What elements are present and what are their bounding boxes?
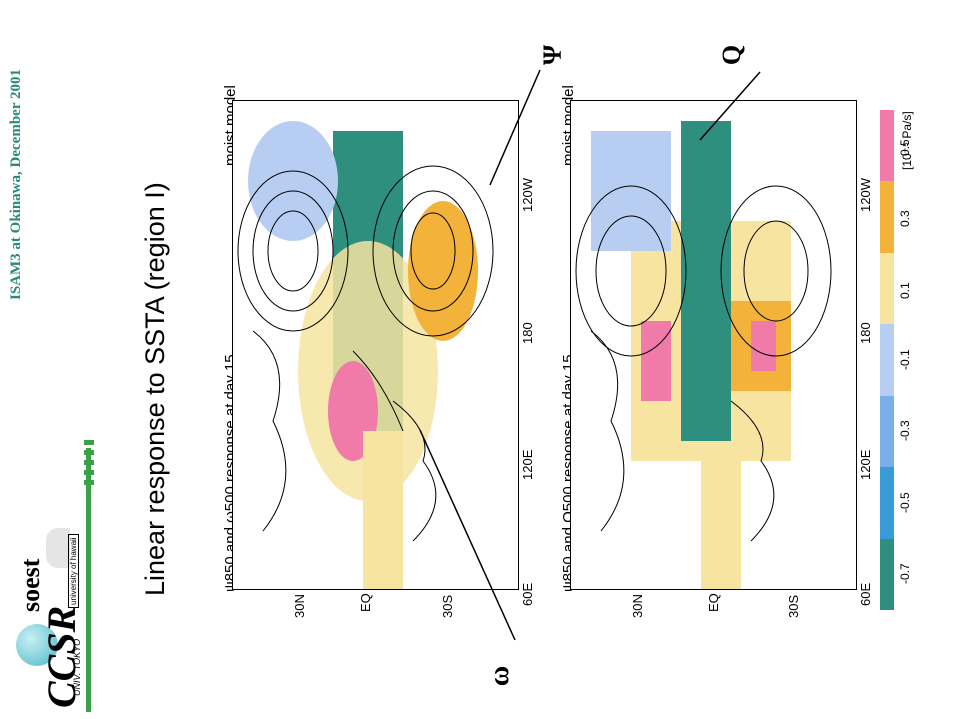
colorbar (880, 110, 894, 610)
colorbar-segment (880, 395, 894, 468)
colorbar-label: -0.1 (898, 349, 912, 370)
panel1-xtick-60e: 60E (520, 582, 535, 606)
panel2-xtick-120w: 120W (858, 178, 873, 212)
panel2-xtick-180: 180 (858, 322, 873, 344)
panel1-map-svg (237, 121, 494, 589)
colorbar-label: -0.7 (898, 563, 912, 585)
panel2-coastlines (590, 330, 775, 542)
panel2-eq-band (701, 441, 741, 589)
panel2-ytick-30s: 30S (786, 594, 801, 618)
wave-icon (46, 528, 70, 568)
panel2-cooling-band (681, 121, 731, 441)
header-text: ISAM3 at Okinawa, December 2001 (8, 69, 24, 300)
colorbar-segment (880, 252, 894, 325)
soest-logo-subtext: university of hawaii (68, 534, 79, 608)
omega-callout-label: ω (484, 665, 516, 687)
panel1-xtick-180: 180 (520, 322, 535, 344)
soest-logo-text: soest (16, 558, 45, 612)
panel1-eq-band (363, 431, 403, 589)
colorbar-segment (880, 324, 894, 396)
panel1-xtick-120e: 120E (520, 449, 535, 480)
panel2-psi-contours (575, 185, 832, 357)
panel2-map-svg (571, 101, 856, 589)
panel1-descent-n (248, 121, 338, 241)
colorbar-label: -0.5 (898, 492, 912, 513)
panel1-ytick-eq: EQ (358, 593, 373, 612)
panel1-xtick-120w: 120W (520, 178, 535, 212)
colorbar-label: 0.3 (898, 210, 912, 228)
panel1-ytick-30n: 30N (292, 594, 307, 618)
soest-logo: soest university of hawaii (14, 508, 79, 613)
panel2-heating-peak-n (641, 321, 671, 401)
panel2-xtick-120e: 120E (858, 449, 873, 480)
psi-callout-label: Ψ (538, 44, 568, 66)
green-dots (84, 440, 94, 490)
panel1-psi-contours (237, 165, 494, 337)
panel2-cooling-n (591, 131, 671, 251)
globe-icon (16, 624, 58, 666)
panel1-map (232, 100, 519, 590)
colorbar-segment (880, 181, 894, 253)
colorbar-segment (880, 110, 894, 182)
colorbar-segment (880, 467, 894, 539)
ccsr-logo: CCSR UNIV. TOKYO (14, 606, 84, 712)
colorbar-segment (880, 538, 894, 610)
slide-title: Linear response to SSTA (region I) (140, 182, 170, 596)
q-callout-label: Q (717, 44, 747, 66)
panel2-ytick-30n: 30N (630, 594, 645, 618)
panel2-ytick-eq: EQ (706, 593, 721, 612)
ccsr-logo-subtext: UNIV. TOKYO (72, 638, 82, 696)
colorbar-label: 0.1 (898, 281, 912, 299)
colorbar-label: -0.3 (898, 420, 912, 442)
panel1-ytick-30s: 30S (440, 594, 455, 618)
panel2-xtick-60e: 60E (858, 582, 873, 606)
panel2-map (570, 100, 857, 590)
colorbar-unit: [10⁻⁵ Pa/s] (900, 111, 914, 170)
panel2-heating-peak-s (751, 321, 776, 371)
panel1-ascent-core-s (408, 201, 478, 341)
green-vertical-bar (86, 448, 91, 712)
